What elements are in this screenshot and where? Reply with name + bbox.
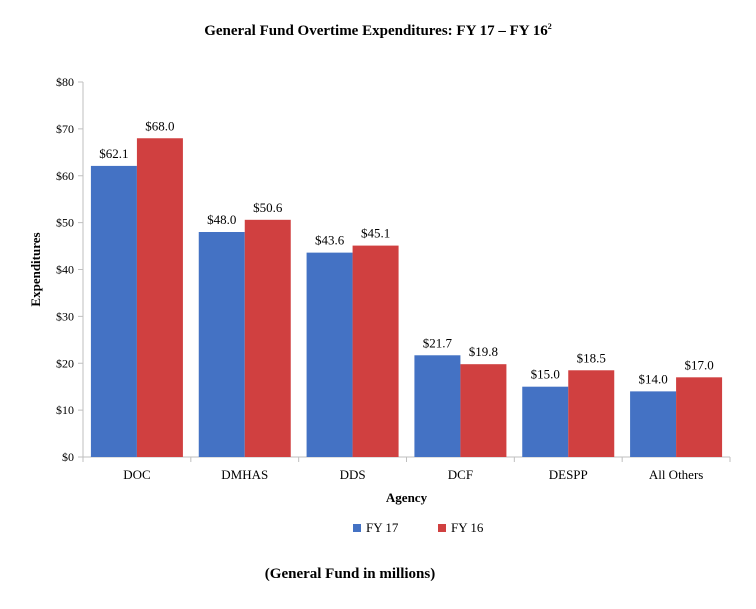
bar-data-label: $43.6 (315, 233, 345, 248)
bar (568, 370, 615, 457)
bar (352, 245, 399, 457)
chart-title: General Fund Overtime Expenditures: FY 1… (204, 22, 552, 39)
x-tick-label: DMHAS (221, 467, 268, 482)
bar (460, 364, 507, 457)
bar-data-label: $19.8 (469, 344, 498, 359)
bar (244, 219, 291, 457)
bar-data-label: $15.0 (531, 367, 560, 382)
bar (630, 391, 677, 457)
x-axis-title: Agency (386, 490, 428, 505)
title-superscript: 2 (547, 22, 552, 31)
x-tick-label: DESPP (549, 467, 588, 482)
x-tick-label: DCF (448, 467, 473, 482)
bar (198, 232, 245, 457)
y-tick-label: $20 (56, 356, 74, 370)
bar (306, 252, 353, 457)
y-tick-label: $70 (56, 122, 74, 136)
legend-swatch (438, 524, 446, 532)
y-tick-label: $30 (56, 309, 74, 323)
y-axis-title: Expenditures (28, 232, 43, 306)
bar (90, 165, 137, 457)
bar (414, 355, 461, 457)
bar-data-label: $48.0 (207, 212, 236, 227)
y-tick-label: $50 (56, 216, 74, 230)
x-tick-label: All Others (649, 467, 704, 482)
bar-data-label: $45.1 (361, 226, 390, 241)
bar (676, 377, 723, 457)
bar-data-label: $14.0 (638, 371, 667, 386)
bar-data-label: $17.0 (684, 357, 713, 372)
bar-data-label: $62.1 (99, 146, 128, 161)
legend-label: FY 16 (451, 520, 484, 535)
bar-data-label: $50.6 (253, 200, 283, 215)
footnote: (General Fund in millions) (264, 566, 436, 582)
bar-chart: $0 $10 $20 $30 $40 $50 $60 $70 $80 Expenditures DO… (28, 75, 731, 535)
legend-swatch (353, 524, 361, 532)
bar (522, 386, 569, 457)
bar (136, 138, 183, 457)
y-tick-label: $60 (56, 169, 74, 183)
bar-data-label: $21.7 (423, 335, 453, 350)
bar-data-label: $68.0 (145, 118, 174, 133)
legend-label: FY 17 (366, 520, 399, 535)
y-tick-label: $0 (62, 450, 74, 464)
y-tick-label: $80 (56, 75, 74, 89)
bar-data-label: $18.5 (577, 350, 606, 365)
x-tick-label: DDS (340, 467, 366, 482)
y-tick-label: $40 (56, 263, 74, 277)
y-tick-label: $10 (56, 403, 74, 417)
x-tick-label: DOC (123, 467, 150, 482)
